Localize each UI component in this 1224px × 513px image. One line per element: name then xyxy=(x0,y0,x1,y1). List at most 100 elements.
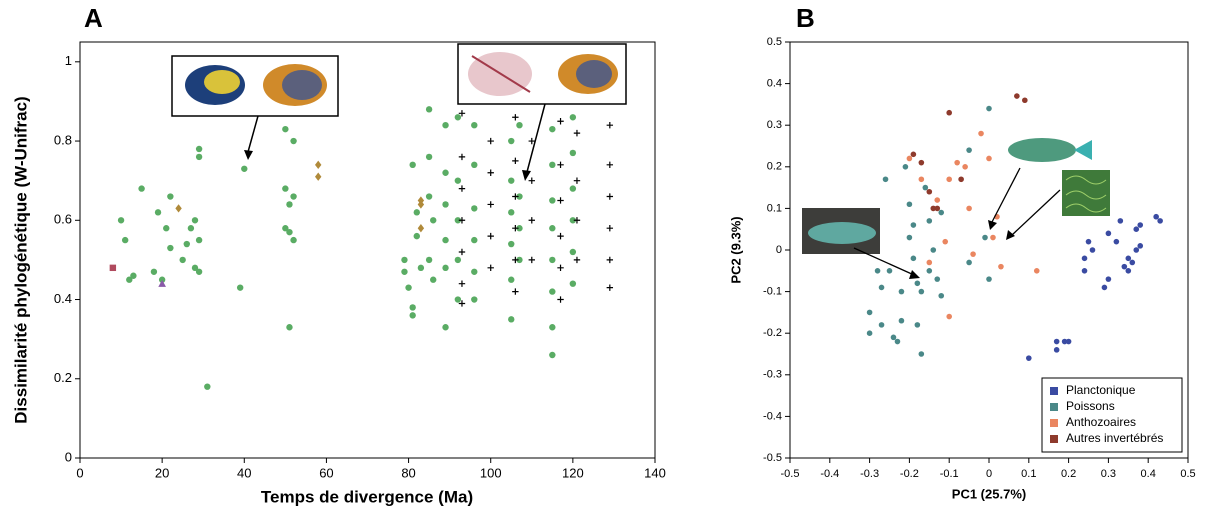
point xyxy=(409,312,416,319)
x-tick-label: 0.5 xyxy=(1180,468,1195,480)
point xyxy=(1117,218,1124,224)
y-tick-label: 0 xyxy=(776,244,782,256)
point xyxy=(417,264,425,272)
point xyxy=(126,276,133,283)
point xyxy=(914,280,921,287)
point xyxy=(286,228,293,236)
point xyxy=(549,225,556,232)
point xyxy=(573,256,581,264)
point xyxy=(1053,338,1060,345)
point xyxy=(138,185,145,192)
point xyxy=(442,122,449,129)
point xyxy=(569,280,577,287)
point xyxy=(942,238,949,245)
point xyxy=(606,225,614,232)
point xyxy=(471,268,478,275)
point xyxy=(1014,93,1020,99)
point xyxy=(508,276,515,283)
point xyxy=(557,118,564,125)
y-tick-label: 0.3 xyxy=(767,119,782,131)
point xyxy=(874,268,881,274)
point xyxy=(549,288,556,295)
x-tick-label: 40 xyxy=(237,465,251,480)
point xyxy=(282,225,289,232)
point xyxy=(167,244,174,252)
panel-label: B xyxy=(796,3,815,33)
point xyxy=(1022,97,1028,104)
point xyxy=(573,217,581,224)
point xyxy=(528,177,535,184)
point xyxy=(195,145,203,153)
arrow xyxy=(526,103,546,173)
point xyxy=(938,209,945,216)
y-tick-label: 0.2 xyxy=(767,161,782,173)
inset-photo xyxy=(802,134,1110,254)
point xyxy=(918,176,925,183)
y-tick-label: 0 xyxy=(65,449,72,464)
point xyxy=(528,256,535,264)
point xyxy=(187,225,195,232)
point xyxy=(401,256,408,264)
point xyxy=(425,193,433,200)
y-tick-label: 0.5 xyxy=(767,36,782,48)
point xyxy=(458,110,466,117)
point xyxy=(1089,247,1096,253)
point xyxy=(1081,268,1088,274)
point xyxy=(528,137,535,145)
point xyxy=(471,296,478,303)
point xyxy=(557,161,564,169)
legend-swatch xyxy=(1050,387,1058,395)
point xyxy=(413,209,420,216)
point xyxy=(204,383,211,390)
point xyxy=(516,122,523,129)
x-axis-label: Temps de divergence (Ma) xyxy=(261,487,473,506)
legend-label: Anthozoaires xyxy=(1066,415,1136,429)
point xyxy=(1085,238,1092,245)
point xyxy=(508,240,515,248)
point xyxy=(512,114,519,121)
point xyxy=(236,284,244,291)
point xyxy=(906,201,913,208)
y-tick-label: -0.2 xyxy=(763,327,782,339)
point xyxy=(918,159,925,166)
arrow xyxy=(247,115,259,153)
point xyxy=(508,177,515,184)
point xyxy=(154,209,162,216)
point xyxy=(442,169,449,176)
point xyxy=(606,193,614,200)
x-tick-label: 0.2 xyxy=(1061,468,1076,480)
point xyxy=(516,225,523,232)
point xyxy=(179,256,186,264)
y-tick-label: 0.8 xyxy=(54,132,72,147)
point xyxy=(930,247,937,253)
x-tick-label: 80 xyxy=(401,465,415,480)
point xyxy=(163,225,170,232)
point xyxy=(966,147,972,153)
point xyxy=(454,256,462,264)
point xyxy=(934,197,941,203)
point xyxy=(442,236,449,244)
point xyxy=(512,256,519,264)
point xyxy=(430,217,437,224)
point xyxy=(918,351,925,357)
point xyxy=(1121,263,1128,270)
point xyxy=(906,234,913,241)
y-tick-label: 0.4 xyxy=(54,291,72,306)
point xyxy=(471,205,478,212)
point xyxy=(1133,226,1140,232)
point xyxy=(606,122,614,129)
point xyxy=(569,149,577,157)
point xyxy=(512,193,519,200)
point xyxy=(121,236,129,244)
point xyxy=(425,256,433,264)
point xyxy=(286,324,293,331)
point xyxy=(1105,276,1112,282)
point xyxy=(926,218,933,224)
point xyxy=(966,205,972,212)
point xyxy=(557,264,564,272)
point xyxy=(1026,355,1032,361)
point xyxy=(290,137,297,145)
point xyxy=(487,232,494,240)
x-axis-label: PC1 (25.7%) xyxy=(952,486,1026,501)
point xyxy=(970,251,976,257)
